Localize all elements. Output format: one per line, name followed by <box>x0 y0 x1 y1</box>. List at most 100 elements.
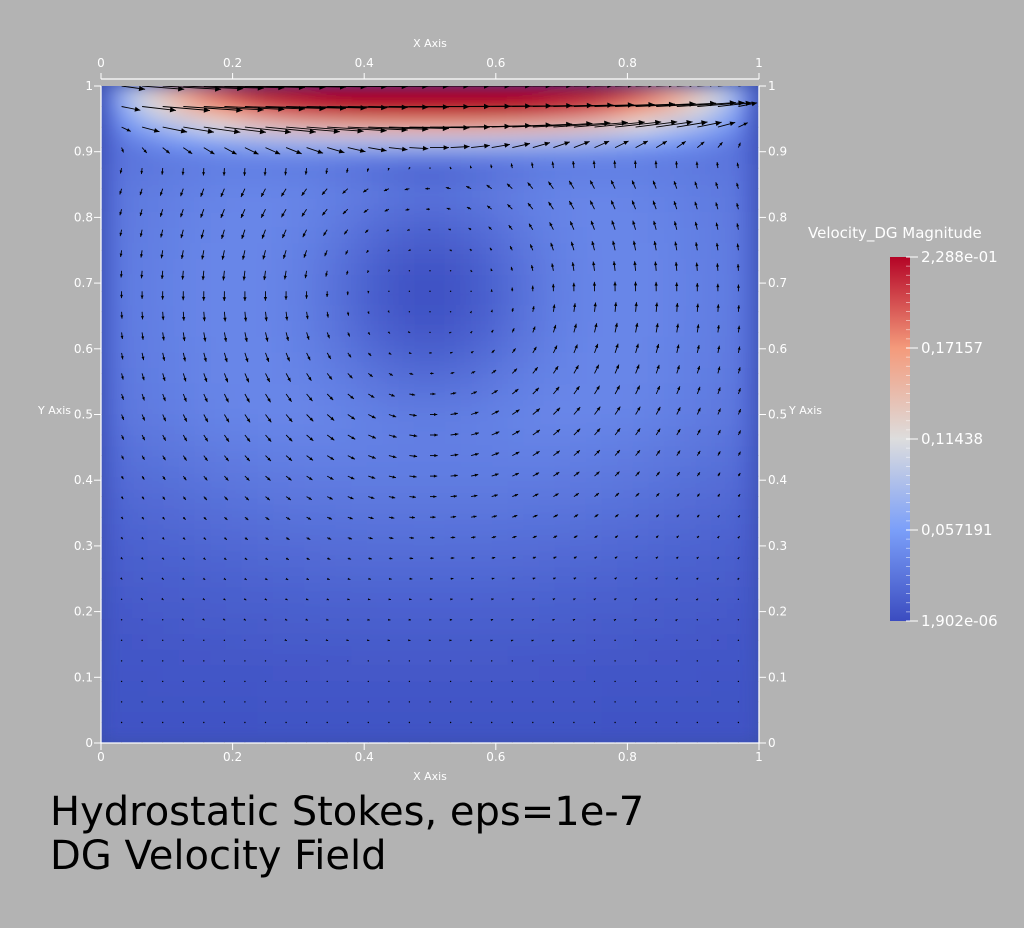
velocity-arrow-head <box>466 207 470 210</box>
velocity-arrow-head <box>535 451 540 455</box>
velocity-arrow-head <box>411 536 414 540</box>
y-tick-label-right: 0.2 <box>768 605 787 619</box>
velocity-arrow <box>717 619 719 621</box>
velocity-arrow-head <box>243 618 246 621</box>
y-tick-label-right: 0.8 <box>768 210 787 224</box>
velocity-arrow-head <box>493 536 497 539</box>
velocity-arrow-head <box>241 213 245 218</box>
velocity-arrow-head <box>204 477 208 481</box>
velocity-arrow-head <box>574 535 578 539</box>
velocity-arrow-head <box>442 86 449 89</box>
velocity-arrow <box>327 106 388 109</box>
velocity-arrow-head <box>612 261 616 266</box>
velocity-arrow-head <box>511 287 514 291</box>
velocity-arrow <box>470 660 472 662</box>
velocity-arrow-head <box>387 310 390 313</box>
velocity-arrow <box>120 660 123 662</box>
velocity-arrow-head <box>634 577 638 580</box>
velocity-arrow <box>141 721 143 724</box>
velocity-arrow-head <box>327 577 330 580</box>
velocity-arrow-head <box>572 619 576 622</box>
velocity-arrow-head <box>202 297 206 301</box>
velocity-arrow <box>265 106 326 110</box>
velocity-arrow-head <box>121 149 124 153</box>
velocity-arrow <box>573 701 575 703</box>
velocity-arrow-head <box>305 618 308 621</box>
velocity-arrow-head <box>345 251 348 255</box>
y-tick-label-left: 0.7 <box>74 276 93 290</box>
colorbar-title: Velocity_DG Magnitude <box>808 224 982 243</box>
velocity-arrow-head <box>511 328 515 332</box>
velocity-arrow-head <box>346 312 350 316</box>
velocity-arrow-head <box>309 457 313 461</box>
velocity-arrow <box>162 701 164 703</box>
x-tick-label-top: 0.6 <box>486 56 505 70</box>
velocity-arrow-head <box>448 228 451 231</box>
velocity-arrow-head <box>511 619 514 621</box>
velocity-arrow-head <box>656 344 660 348</box>
velocity-arrow-head <box>677 429 681 433</box>
velocity-arrow <box>305 680 308 683</box>
velocity-arrow-head <box>596 385 600 390</box>
velocity-arrow-head <box>472 371 476 374</box>
velocity-arrow-head <box>655 302 659 307</box>
velocity-arrow-head <box>346 169 349 173</box>
velocity-arrow <box>512 86 567 87</box>
velocity-arrow-head <box>590 220 594 225</box>
velocity-arrow-head <box>120 496 124 500</box>
velocity-arrow-head <box>470 351 474 354</box>
velocity-arrow-head <box>675 577 678 580</box>
velocity-arrow-head <box>487 205 491 209</box>
velocity-arrow <box>326 721 328 724</box>
velocity-arrow-head <box>141 516 144 520</box>
velocity-arrow-head <box>514 389 519 393</box>
velocity-arrow-head <box>265 557 268 560</box>
velocity-arrow <box>532 122 593 128</box>
velocity-arrow-head <box>535 493 539 497</box>
y-tick-label-right: 0.3 <box>768 539 787 553</box>
velocity-arrow <box>717 639 719 641</box>
velocity-arrow-head <box>652 180 656 185</box>
velocity-arrow-head <box>736 223 740 227</box>
velocity-arrow-head <box>736 182 739 187</box>
velocity-arrow-head <box>574 344 578 349</box>
velocity-arrow-head <box>451 372 455 375</box>
velocity-arrow-head <box>367 311 370 314</box>
velocity-arrow-head <box>267 457 271 461</box>
velocity-arrow <box>203 639 205 641</box>
velocity-arrow-head <box>161 597 164 600</box>
velocity-arrow-head <box>181 597 185 600</box>
velocity-arrow-head <box>634 598 637 601</box>
velocity-arrow <box>120 721 123 724</box>
velocity-arrow-head <box>183 417 187 422</box>
velocity-arrow-head <box>656 493 660 497</box>
velocity-arrow-head <box>452 392 457 395</box>
velocity-arrow-head <box>246 457 250 462</box>
velocity-arrow-head <box>431 557 434 560</box>
velocity-arrow-head <box>162 397 166 402</box>
velocity-arrow-head <box>283 254 287 259</box>
velocity-arrow-head <box>531 285 535 289</box>
velocity-arrow-head <box>325 639 329 641</box>
velocity-arrow-head <box>183 457 187 461</box>
velocity-arrow-head <box>593 302 597 307</box>
velocity-arrow-head <box>737 536 740 539</box>
velocity-arrow-head <box>140 170 144 175</box>
velocity-arrow <box>203 106 264 111</box>
velocity-arrow <box>264 701 267 703</box>
velocity-arrow <box>634 721 637 724</box>
velocity-arrow-head <box>635 535 639 539</box>
velocity-arrow-head <box>411 516 415 519</box>
velocity-arrow-head <box>495 473 499 477</box>
velocity-arrow-head <box>681 141 686 146</box>
velocity-arrow-head <box>584 141 590 146</box>
velocity-arrow-head <box>245 517 249 520</box>
velocity-arrow-head <box>369 557 372 560</box>
velocity-arrow-head <box>738 430 741 434</box>
velocity-arrow-head <box>512 348 516 352</box>
velocity-arrow-head <box>307 537 311 540</box>
velocity-arrow-head <box>616 385 620 390</box>
velocity-arrow <box>388 721 390 724</box>
velocity-arrow-head <box>203 517 207 520</box>
velocity-arrow-head <box>142 436 145 441</box>
